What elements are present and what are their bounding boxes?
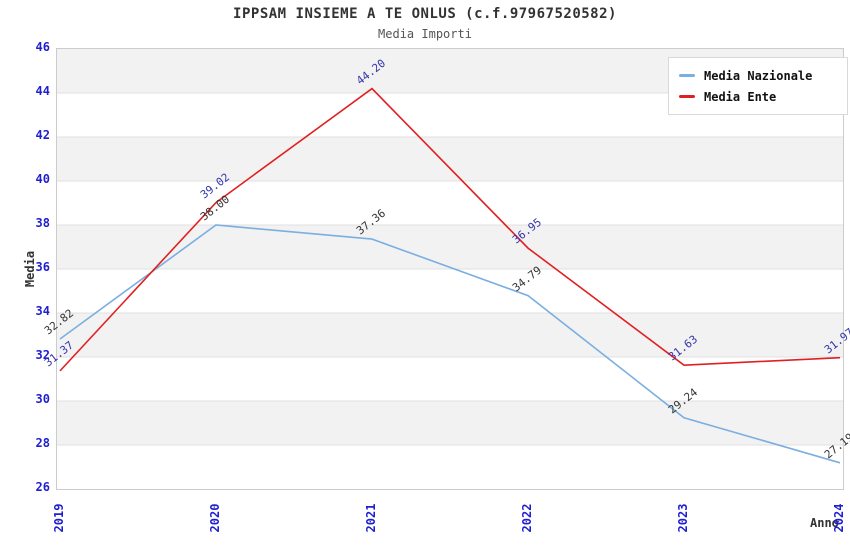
series-line-media-nazionale xyxy=(59,224,841,464)
y-tick-label: 38 xyxy=(35,216,50,230)
grid-band xyxy=(57,137,843,181)
y-tick-label: 28 xyxy=(35,436,50,450)
x-axis-title: Anno xyxy=(810,516,839,530)
chart-title: IPPSAM INSIEME A TE ONLUS (c.f.979675205… xyxy=(233,6,617,22)
grid-band xyxy=(57,401,843,445)
y-tick-label: 32 xyxy=(35,348,50,362)
y-tick-label: 44 xyxy=(35,84,50,98)
chart-subtitle: Media Importi xyxy=(378,27,472,41)
x-tick-label: 2022 xyxy=(520,503,534,533)
legend-swatch-icon xyxy=(679,95,695,98)
legend-label: Media Ente xyxy=(704,89,777,104)
x-tick-label: 2020 xyxy=(208,503,222,533)
x-tick-label: 2019 xyxy=(52,503,66,533)
y-tick-label: 42 xyxy=(35,128,50,142)
legend-swatch-icon xyxy=(679,74,695,77)
y-tick-label: 36 xyxy=(35,260,50,274)
legend-item-media-ente[interactable]: Media Ente xyxy=(679,86,837,107)
grid-band xyxy=(57,313,843,357)
y-tick-label: 30 xyxy=(35,392,50,406)
x-tick-label: 2021 xyxy=(364,503,378,533)
y-tick-label: 34 xyxy=(35,304,50,318)
plot-area xyxy=(56,48,844,490)
legend-item-media-nazionale[interactable]: Media Nazionale xyxy=(679,65,837,86)
legend-label: Media Nazionale xyxy=(704,68,813,83)
y-tick-label: 40 xyxy=(35,172,50,186)
series-line-media-ente xyxy=(59,87,841,372)
plot-canvas xyxy=(57,49,843,489)
x-tick-label: 2024 xyxy=(832,503,846,533)
legend: Media Nazionale Media Ente xyxy=(668,57,848,115)
grid-band xyxy=(57,269,843,313)
grid-band xyxy=(57,181,843,225)
y-tick-label: 46 xyxy=(35,40,50,54)
grid-band xyxy=(57,445,843,489)
x-tick-label: 2023 xyxy=(676,503,690,533)
y-tick-label: 26 xyxy=(35,480,50,494)
